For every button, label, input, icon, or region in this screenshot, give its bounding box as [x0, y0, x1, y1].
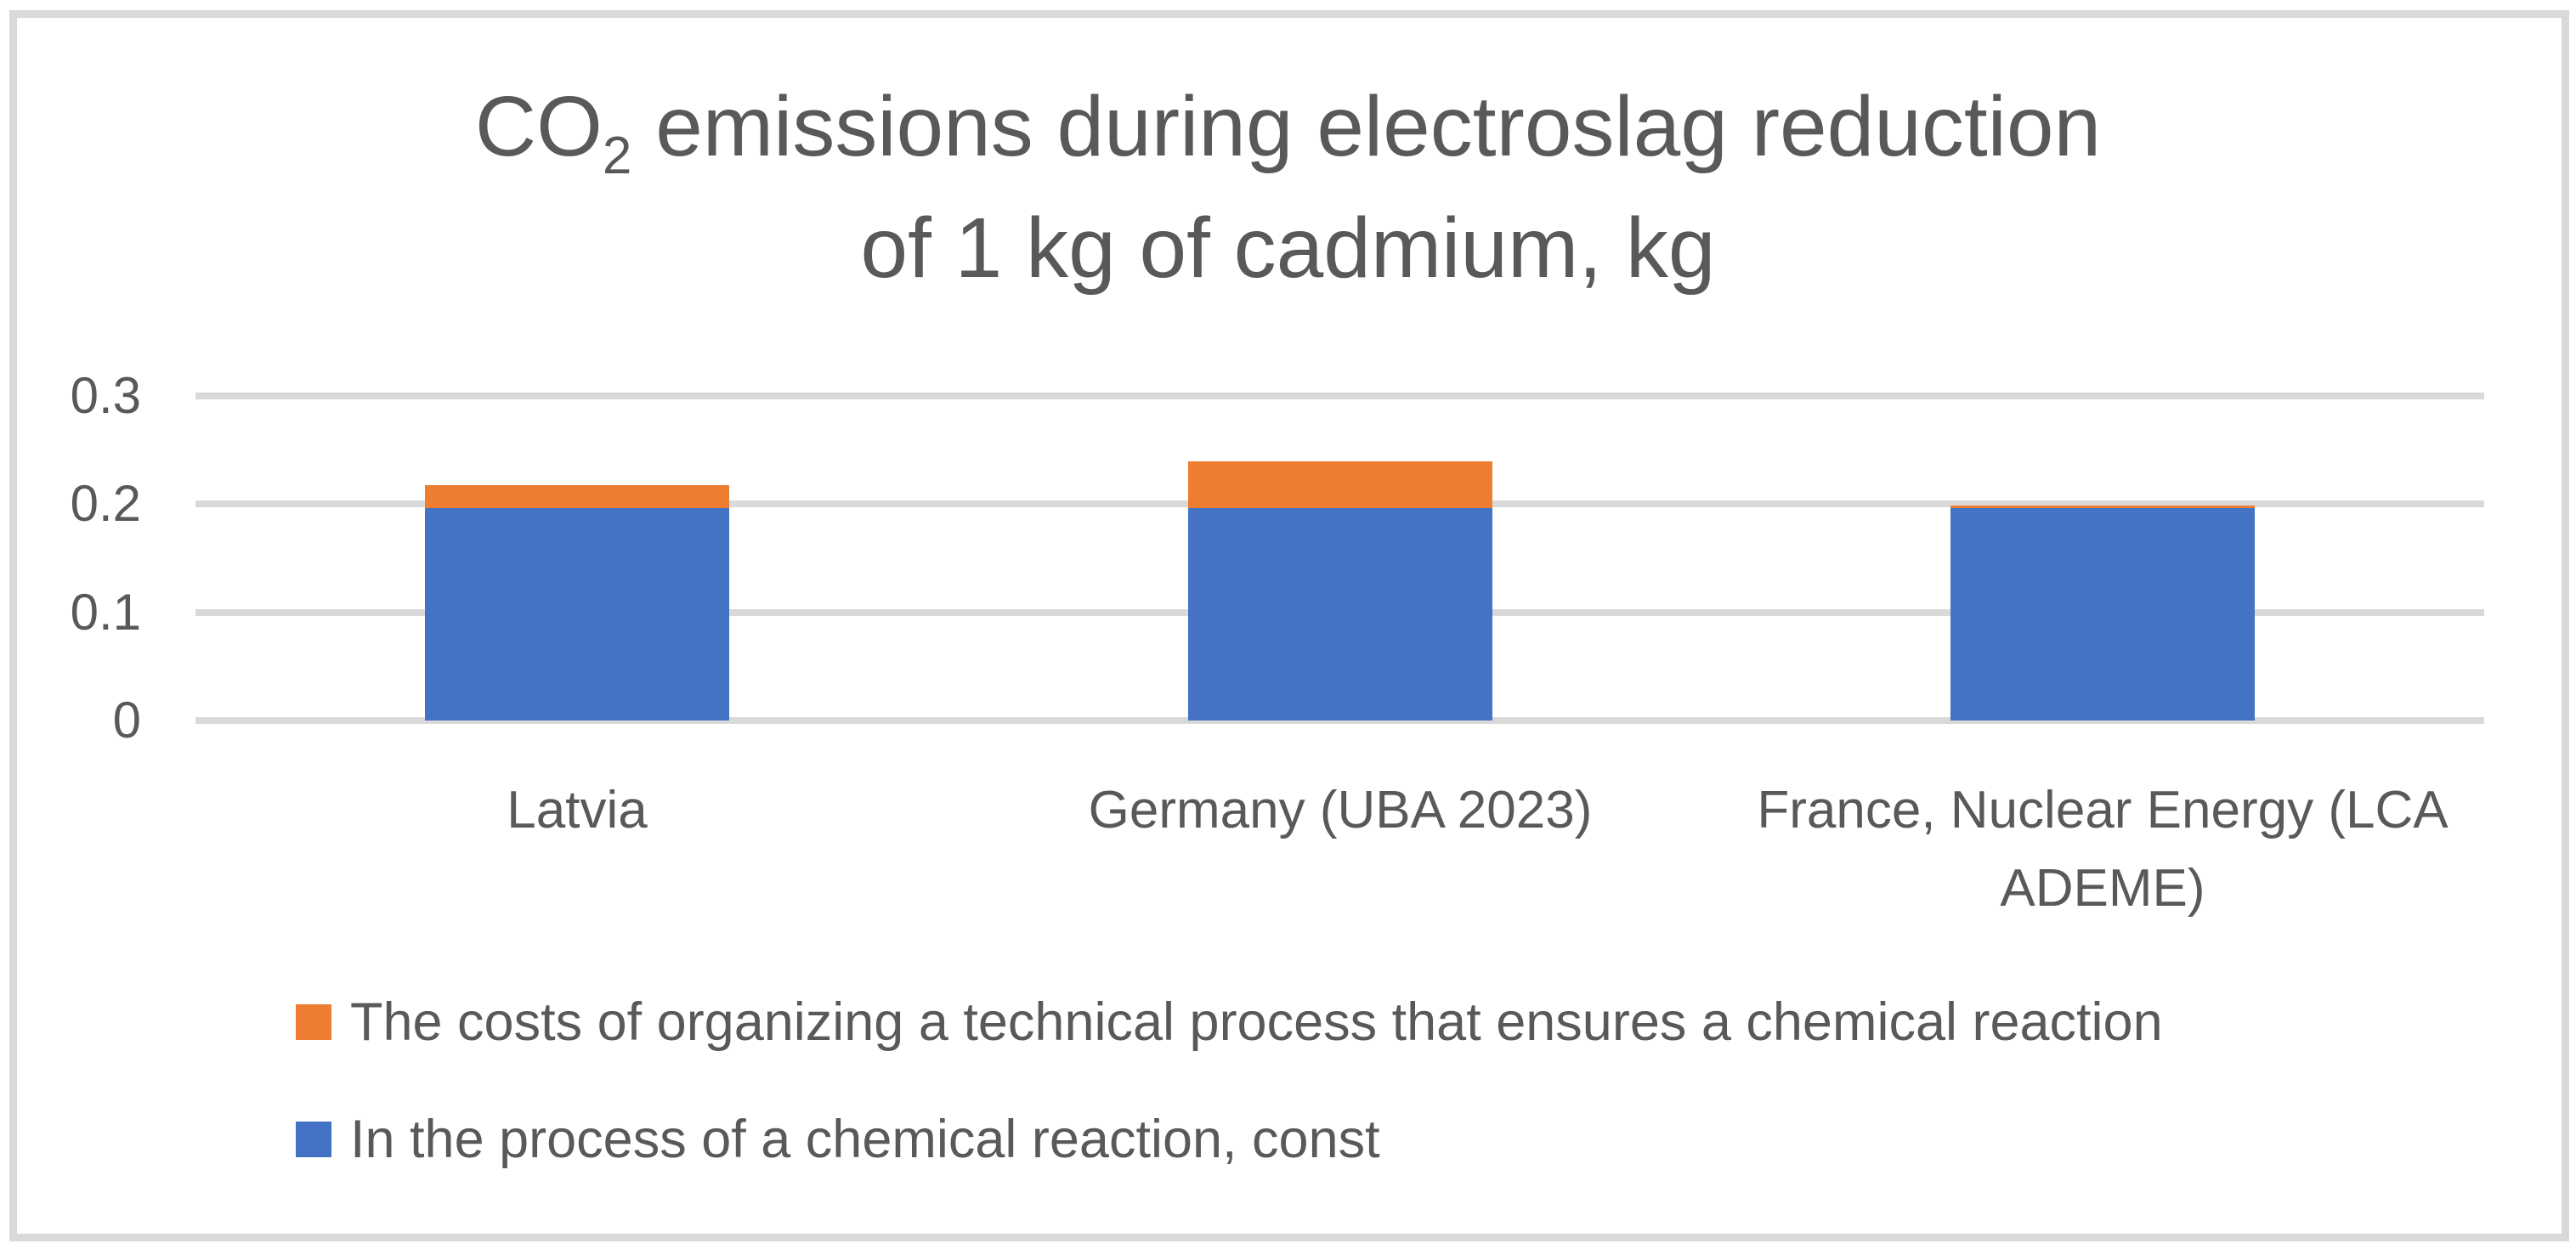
- y-tick-label-0.3: 0.3: [70, 367, 141, 425]
- bar-segment-series2-cat3: [1950, 506, 2255, 508]
- legend-item-series1: In the process of a chemical reaction, c…: [296, 1108, 2163, 1171]
- y-tick-label-0.2: 0.2: [70, 475, 141, 533]
- legend-item-series2: The costs of organizing a technical proc…: [296, 991, 2163, 1054]
- chart-border: [9, 10, 2569, 1241]
- chart-title-co: CO: [474, 79, 603, 174]
- chart-title-line2: of 1 kg of cadmium, kg: [860, 201, 1716, 296]
- legend-label-series2: The costs of organizing a technical proc…: [350, 992, 2163, 1052]
- x-category-label-1: Latvia: [507, 781, 648, 839]
- bar-segment-series2-cat2: [1188, 461, 1492, 508]
- bar-segment-series2-cat1: [425, 485, 729, 508]
- y-tick-label-0.1: 0.1: [70, 583, 141, 641]
- legend: The costs of organizing a technical proc…: [296, 991, 2163, 1171]
- y-tick-label-0: 0: [112, 692, 141, 749]
- chart-title-rest: emissions during electroslag reduction: [631, 79, 2102, 174]
- legend-swatch-series1: [296, 1122, 331, 1157]
- chart-title-subscript: 2: [602, 127, 632, 185]
- legend-label-series1: In the process of a chemical reaction, c…: [350, 1110, 1380, 1169]
- legend-swatch-series2: [296, 1004, 331, 1040]
- x-category-label-3: France, Nuclear Energy (LCA ADEME): [1757, 781, 2449, 918]
- bar-segment-series1-cat2: [1188, 508, 1492, 721]
- x-category-label-2: Germany (UBA 2023): [1088, 781, 1593, 839]
- bar-segment-series1-cat1: [425, 508, 729, 721]
- bar-segment-series1-cat3: [1950, 508, 2255, 721]
- gridline-0: [195, 717, 2484, 724]
- chart-title-line1: CO2 emissions during electroslag reducti…: [0, 66, 2576, 188]
- chart-title: CO2 emissions during electroslag reducti…: [0, 66, 2576, 309]
- gridline-0.3: [195, 393, 2484, 400]
